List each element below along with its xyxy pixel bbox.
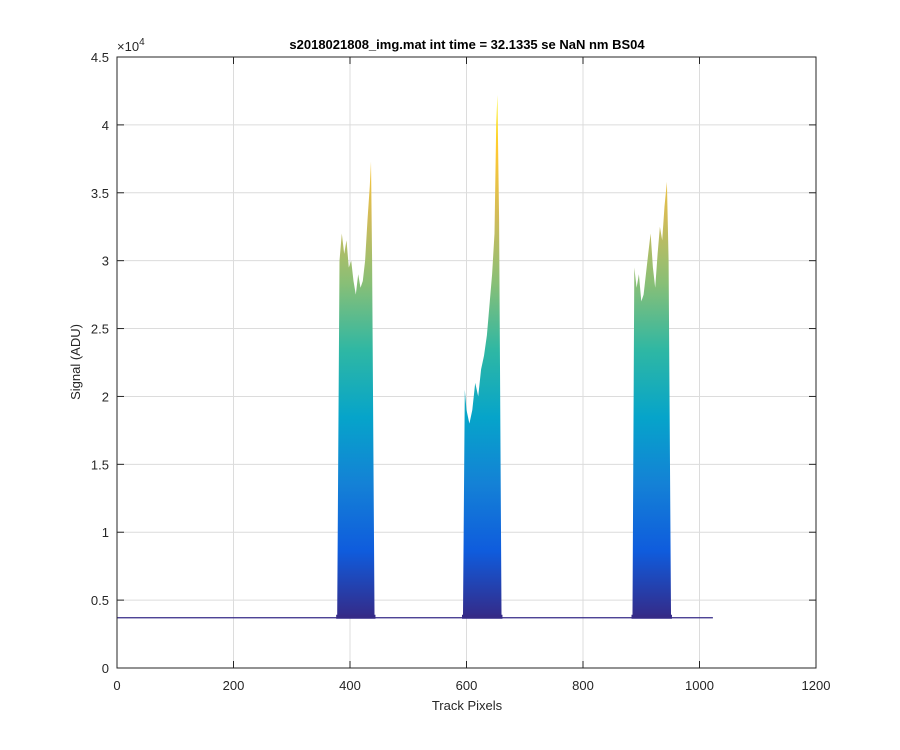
x-tick-label: 600 [456,678,478,693]
x-tick-label: 400 [339,678,361,693]
x-axis-label: Track Pixels [432,698,503,713]
y-tick-label: 4.5 [91,50,109,65]
y-tick-label: 2.5 [91,322,109,337]
y-tick-label: 1 [102,525,109,540]
y-tick-label: 4 [102,118,109,133]
signal-peak [463,95,502,618]
y-exponent-power: 4 [139,37,145,48]
x-tick-label: 0 [113,678,120,693]
x-tick-label: 1200 [802,678,831,693]
y-exponent-base: ×10 [117,39,139,54]
y-tick-label: 3 [102,254,109,269]
signal-peak [337,161,375,618]
x-tick-label: 800 [572,678,594,693]
y-exponent-label: ×104 [117,37,145,54]
peak-foot [631,614,672,619]
y-tick-label: 1.5 [91,457,109,472]
signal-peak [632,181,671,618]
y-tick-label: 0 [102,661,109,676]
data-series [117,95,713,619]
peak-foot [462,614,503,619]
y-tick-label: 2 [102,389,109,404]
chart-title: s2018021808_img.mat int time = 32.1335 s… [289,37,645,52]
ticks [116,56,817,669]
x-tick-label: 200 [223,678,245,693]
y-tick-label: 0.5 [91,593,109,608]
x-tick-label: 1000 [685,678,714,693]
x-tick-labels: 0 200 400 600 800 1000 1200 [113,678,830,693]
y-axis-label: Signal (ADU) [68,324,83,400]
peak-foot [336,614,376,619]
y-tick-labels: 0 0.5 1 1.5 2 2.5 3 3.5 4 4.5 [91,50,109,676]
y-tick-label: 3.5 [91,186,109,201]
